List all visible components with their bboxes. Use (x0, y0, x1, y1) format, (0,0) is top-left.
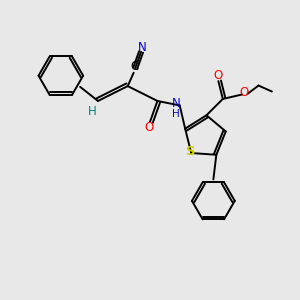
Text: N: N (172, 98, 181, 110)
Text: C: C (130, 60, 138, 73)
Text: H: H (172, 109, 180, 119)
Text: O: O (239, 86, 248, 100)
Text: N: N (138, 41, 147, 54)
Text: H: H (88, 105, 97, 118)
Text: O: O (144, 121, 153, 134)
Text: S: S (186, 145, 196, 158)
Text: O: O (214, 69, 223, 82)
